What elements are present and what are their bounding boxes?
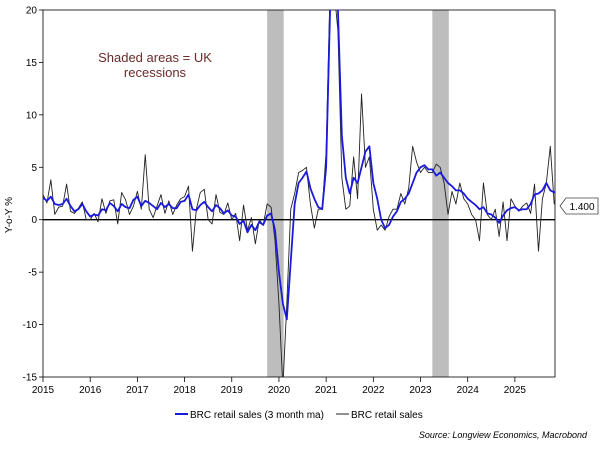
recession-shading bbox=[267, 10, 449, 377]
y-tick-label-5: 10 bbox=[26, 110, 38, 121]
series-lines bbox=[43, 10, 555, 377]
plot-frame bbox=[42, 9, 556, 378]
x-tick-label-3: 2018 bbox=[173, 385, 196, 396]
legend: BRC retail sales (3 month ma) BRC retail… bbox=[175, 410, 423, 421]
last-value-tag: 1.400 bbox=[559, 197, 599, 215]
y-tick-label-2: -5 bbox=[28, 268, 37, 279]
recession-band-1 bbox=[267, 10, 284, 377]
x-tick-label-10: 2025 bbox=[504, 385, 527, 396]
y-tick-label-4: 5 bbox=[31, 163, 37, 174]
annotation-line-1: Shaded areas = UK bbox=[98, 50, 212, 65]
legend-label-raw: BRC retail sales bbox=[351, 410, 423, 421]
series-line-3m-ma bbox=[43, 10, 555, 321]
x-tick-label-5: 2020 bbox=[268, 385, 291, 396]
x-tick-label-6: 2021 bbox=[315, 385, 338, 396]
y-axis-ticks: -15 -10 -5 0 5 10 15 20 bbox=[23, 6, 43, 384]
y-axis-title: Y-o-Y % bbox=[4, 197, 15, 233]
x-tick-label-8: 2023 bbox=[409, 385, 432, 396]
y-tick-label-1: -10 bbox=[23, 320, 38, 331]
x-tick-label-4: 2019 bbox=[221, 385, 244, 396]
x-tick-label-0: 2015 bbox=[32, 385, 55, 396]
annotation-line-2: recessions bbox=[124, 65, 187, 80]
recession-band-2 bbox=[432, 10, 449, 377]
y-tick-label-7: 20 bbox=[26, 6, 38, 17]
x-tick-label-7: 2022 bbox=[362, 385, 385, 396]
y-tick-label-0: -15 bbox=[23, 373, 38, 384]
x-axis-ticks: 2015 2016 2017 2018 2019 2020 2021 2022 2023 2024… bbox=[32, 377, 527, 396]
y-tick-label-6: 15 bbox=[26, 58, 38, 69]
series-line-raw bbox=[43, 10, 555, 377]
x-tick-label-1: 2016 bbox=[79, 385, 102, 396]
legend-label-ma: BRC retail sales (3 month ma) bbox=[190, 410, 324, 421]
x-tick-label-2: 2017 bbox=[126, 385, 149, 396]
x-tick-label-9: 2024 bbox=[457, 385, 480, 396]
y-tick-label-3: 0 bbox=[31, 215, 37, 226]
source-note: Source: Longview Economics, Macrobond bbox=[419, 430, 588, 440]
axes-frame bbox=[42, 9, 556, 378]
last-value-label: 1.400 bbox=[569, 202, 594, 213]
